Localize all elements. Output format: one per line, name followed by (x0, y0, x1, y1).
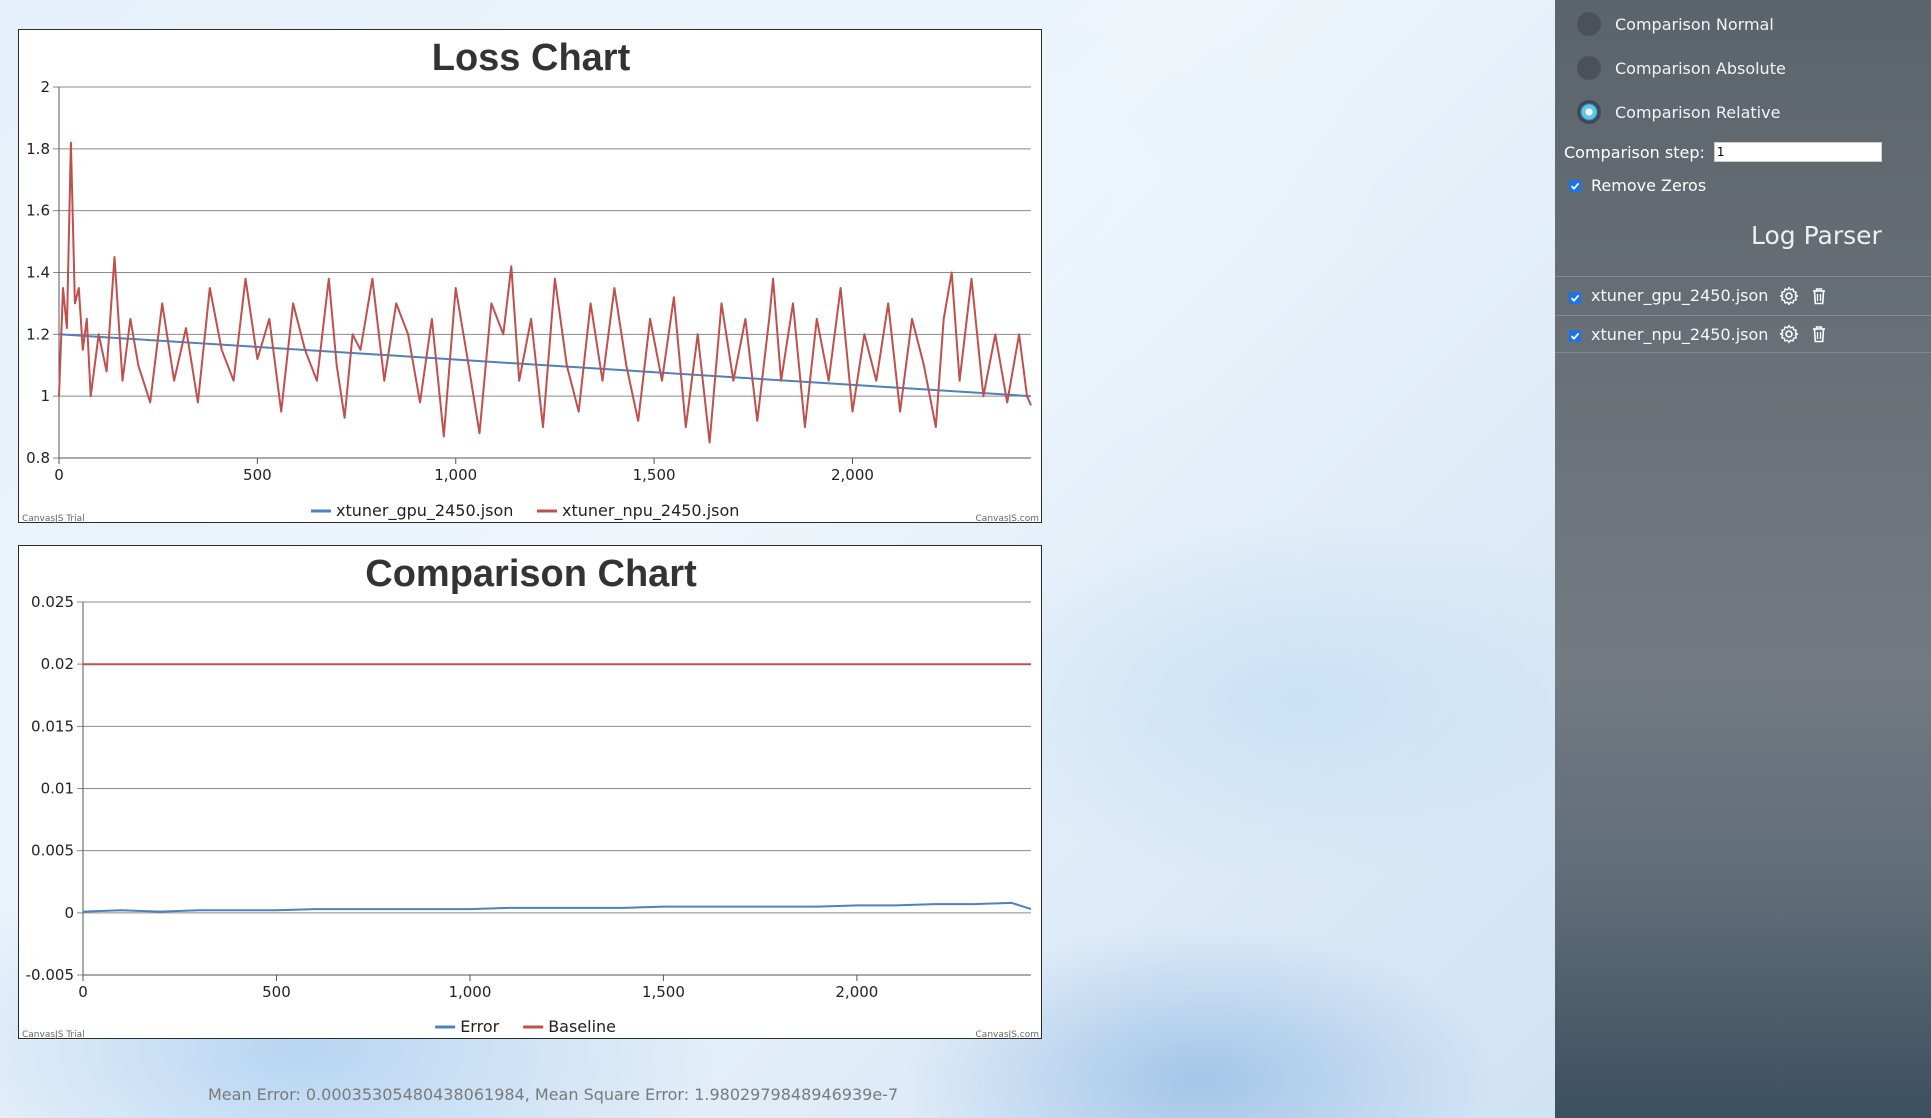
comparison-chart-canvas: Comparison Chart CanvasJS Trial CanvasJS… (22, 553, 1039, 1040)
file-checkbox[interactable] (1569, 330, 1581, 342)
comparison-y-tick-label: -0.005 (26, 966, 74, 984)
gear-icon[interactable] (1778, 323, 1800, 345)
error-stats: Mean Error: 0.00035305480438061984, Mean… (208, 1085, 899, 1104)
comparison-x-tick-label: 500 (262, 983, 291, 1001)
remove-zeros-label: Remove Zeros (1591, 176, 1707, 195)
comparison-x-tick-label: 1,000 (448, 983, 491, 1001)
radio-button-selected[interactable] (1577, 100, 1601, 124)
check-icon (1570, 332, 1580, 340)
comparison-watermark-right: CanvasJS.com (976, 1030, 1039, 1040)
comparison-y-tick-label: 0.02 (41, 655, 74, 673)
comparison-y-tick-label: 0.015 (31, 717, 74, 735)
loss-y-tick-label: 2 (40, 78, 50, 96)
comparison-step-label: Comparison step: (1564, 142, 1705, 162)
loss-legend-label: xtuner_gpu_2450.json (336, 501, 513, 521)
loss-chart: Loss Chart CanvasJS Trial CanvasJS.com 0… (18, 29, 1042, 524)
loss-x-tick-label: 0 (54, 466, 64, 484)
comparison-y-tick-label: 0.005 (31, 842, 74, 860)
comparison-chart: Comparison Chart CanvasJS Trial CanvasJS… (18, 545, 1042, 1040)
comparison-y-tick-label: 0 (64, 904, 74, 922)
file-row: xtuner_npu_2450.json (1555, 315, 1931, 353)
comparison-legend-label: Error (460, 1017, 499, 1036)
gear-icon[interactable] (1778, 285, 1800, 307)
comparison-x-tick-label: 0 (78, 983, 88, 1001)
radio-comparison-relative[interactable]: Comparison Relative (1577, 97, 1780, 127)
loss-chart-title: Loss Chart (432, 37, 631, 79)
radio-label: Comparison Relative (1615, 102, 1781, 122)
comparison-y-tick-label: 0.01 (41, 780, 74, 798)
check-icon (1570, 294, 1580, 302)
loss-y-tick-label: 1.6 (26, 202, 50, 220)
comparison-step-input[interactable] (1713, 142, 1882, 162)
file-name: xtuner_gpu_2450.json (1591, 286, 1769, 305)
loss-y-tick-label: 1.4 (26, 264, 50, 282)
remove-zeros-checkbox[interactable] (1569, 179, 1581, 192)
check-icon (1570, 182, 1580, 190)
comparison-x-tick-label: 1,500 (642, 983, 685, 1001)
loss-x-tick-label: 1,000 (434, 466, 477, 484)
radio-button[interactable] (1577, 56, 1601, 80)
comparison-series-line-1 (82, 901, 1032, 913)
trash-icon[interactable] (1808, 285, 1830, 307)
radio-button[interactable] (1577, 12, 1601, 36)
loss-watermark-right: CanvasJS.com (976, 514, 1039, 524)
radio-label: Comparison Absolute (1615, 58, 1786, 78)
file-row: xtuner_gpu_2450.json (1555, 276, 1931, 314)
trash-icon[interactable] (1808, 323, 1830, 345)
loss-series-line-2 (58, 141, 1032, 444)
loss-y-tick-label: 1.8 (26, 140, 50, 158)
file-name: xtuner_npu_2450.json (1591, 324, 1769, 344)
file-checkbox[interactable] (1569, 291, 1581, 304)
loss-y-tick-label: 1.2 (26, 325, 50, 343)
loss-x-tick-label: 500 (243, 466, 272, 484)
loss-x-tick-label: 1,500 (633, 466, 676, 484)
comparison-y-tick-label: 0.025 (31, 593, 74, 611)
comparison-legend-label: Baseline (548, 1017, 616, 1036)
loss-x-tick-label: 2,000 (831, 466, 874, 484)
sidebar-panel: Comparison Normal Comparison Absolute Co… (1555, 0, 1931, 1118)
loss-y-tick-label: 1 (40, 387, 50, 405)
radio-comparison-normal[interactable]: Comparison Normal (1577, 9, 1774, 39)
loss-chart-canvas: Loss Chart CanvasJS Trial CanvasJS.com 0… (22, 37, 1039, 524)
log-parser-title: Log Parser (1751, 221, 1882, 250)
radio-label: Comparison Normal (1615, 14, 1774, 34)
comparison-chart-title: Comparison Chart (365, 553, 697, 595)
radio-comparison-absolute[interactable]: Comparison Absolute (1577, 53, 1786, 83)
loss-y-tick-label: 0.8 (26, 449, 50, 467)
comparison-step-row: Comparison step: (1564, 142, 1882, 162)
loss-watermark-left: CanvasJS Trial (22, 514, 85, 524)
remove-zeros-checkbox-row[interactable]: Remove Zeros (1569, 176, 1706, 195)
comparison-x-tick-label: 2,000 (835, 983, 878, 1001)
loss-legend-label: xtuner_npu_2450.json (562, 501, 739, 521)
comparison-watermark-left: CanvasJS Trial (22, 1030, 85, 1040)
